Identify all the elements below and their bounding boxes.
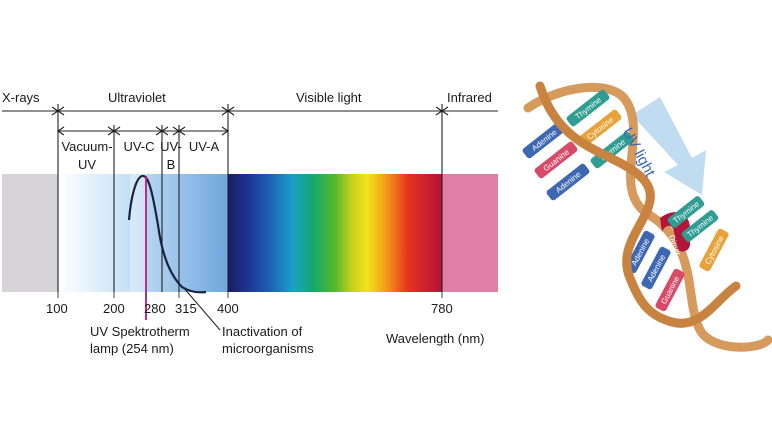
- tick-label-315: 315: [175, 301, 197, 316]
- xray-band: [2, 174, 58, 292]
- spectrum-bar: [2, 174, 498, 292]
- inactivation-line1: Inactivation of: [222, 324, 303, 339]
- inactivation-curve: [127, 174, 207, 294]
- inactivation-annotation: Inactivation of microorganisms: [222, 325, 314, 356]
- base-label: Cytosine: [585, 115, 616, 142]
- tick-label-780: 780: [431, 301, 453, 316]
- uvb-line1: UV-: [160, 139, 182, 154]
- dna-illustration: Adenine Thymine Guanine Cytosine Adenine…: [522, 81, 772, 352]
- tick-label-280: 280: [144, 301, 166, 316]
- uv-band: [58, 174, 228, 292]
- inactivation-line2: microorganisms: [222, 341, 314, 356]
- uv-light-arrow: [632, 97, 706, 195]
- region-brackets: [2, 104, 498, 292]
- tick-label-100: 100: [46, 301, 68, 316]
- uvc-highlight: [130, 174, 146, 292]
- uvb-line2: B: [166, 157, 176, 172]
- region-label-xrays: X-rays: [2, 90, 40, 105]
- region-label-visible: Visible light: [296, 90, 362, 105]
- subregion-label-uva: UV-A: [188, 139, 220, 154]
- wavelength-axis-label: Wavelength (nm): [386, 331, 485, 346]
- subregion-label-vacuum-uv: Vacuum- UV: [58, 140, 116, 172]
- region-label-infrared: Infrared: [447, 90, 492, 105]
- lamp-line1: UV Spektrotherm: [90, 324, 190, 339]
- lamp-line2: lamp (254 nm): [90, 341, 174, 356]
- infrared-band: [442, 174, 498, 292]
- visible-band: [228, 174, 442, 292]
- region-label-ultraviolet: Ultraviolet: [108, 90, 166, 105]
- tick-label-400: 400: [217, 301, 239, 316]
- subregion-label-uvb: UV- B: [160, 140, 182, 172]
- vacuum-uv-line1: Vacuum-: [61, 139, 113, 154]
- dna-strand-front: [535, 81, 741, 328]
- axis-ticks: [57, 292, 443, 298]
- tick-label-200: 200: [103, 301, 125, 316]
- bracket-arrows: [51, 106, 449, 136]
- subregion-label-uvc: UV-C: [123, 139, 155, 154]
- inactivation-leader: [182, 286, 221, 331]
- vacuum-uv-line2: UV: [77, 157, 97, 172]
- lamp-annotation: UV Spektrotherm lamp (254 nm): [90, 325, 190, 356]
